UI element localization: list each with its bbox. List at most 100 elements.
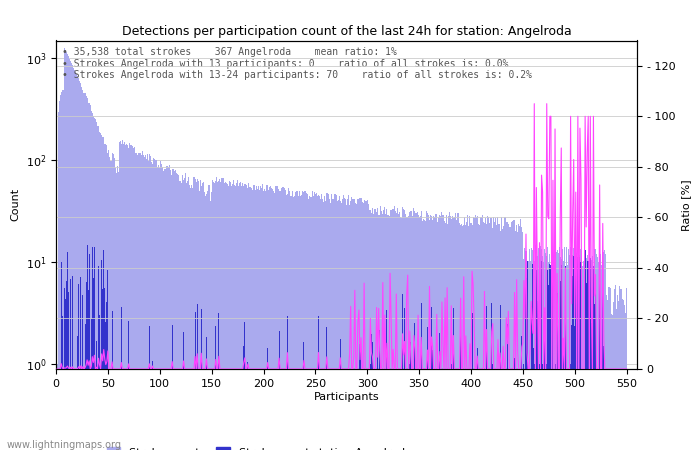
Stroke ratio station Angelroda	[530, 101, 538, 106]
Bar	[575, 254, 576, 450]
Bar	[514, 220, 515, 450]
Bar	[548, 285, 550, 450]
Bar	[517, 232, 518, 450]
Bar	[245, 184, 246, 450]
Bar	[67, 252, 68, 450]
Line: Stroke ratio station Angelroda: Stroke ratio station Angelroda	[57, 104, 627, 369]
Bar	[277, 189, 279, 450]
Bar	[111, 310, 113, 450]
Bar	[272, 189, 274, 450]
Bar	[536, 270, 537, 450]
Bar	[312, 191, 313, 450]
Bar	[423, 219, 424, 450]
Bar	[580, 262, 582, 450]
Bar	[454, 217, 455, 450]
Bar	[135, 153, 136, 450]
Bar	[92, 247, 93, 450]
Bar	[572, 276, 573, 450]
Bar	[594, 249, 595, 450]
Bar	[60, 95, 61, 450]
Bar	[92, 113, 93, 450]
Bar	[514, 358, 515, 450]
Bar	[79, 81, 81, 450]
Bar	[107, 153, 108, 450]
Bar	[294, 196, 295, 450]
Bar	[151, 162, 152, 450]
Bar	[99, 132, 100, 450]
Bar	[617, 295, 618, 450]
Bar	[524, 248, 526, 450]
Bar	[560, 281, 561, 450]
Bar	[526, 261, 528, 450]
Bar	[103, 137, 104, 450]
Bar	[596, 254, 597, 450]
Bar	[356, 204, 358, 450]
Bar	[111, 153, 113, 450]
Bar	[242, 183, 244, 450]
Bar	[507, 222, 508, 450]
Bar	[404, 210, 405, 450]
Bar	[68, 57, 69, 450]
Bar	[318, 195, 319, 450]
Bar	[542, 256, 543, 450]
Bar	[234, 185, 235, 450]
Bar	[62, 90, 63, 450]
Bar	[130, 145, 131, 450]
Bar	[531, 248, 532, 450]
Bar	[599, 266, 600, 450]
Bar	[96, 122, 97, 450]
Bar	[382, 214, 384, 450]
Bar	[239, 183, 240, 450]
Bar	[67, 54, 68, 450]
Bar	[490, 218, 491, 450]
Bar	[530, 261, 531, 450]
Bar	[563, 261, 564, 450]
Bar	[98, 126, 99, 450]
Bar	[602, 250, 603, 450]
Bar	[436, 214, 438, 450]
Bar	[547, 270, 548, 450]
Bar	[316, 193, 317, 450]
Bar	[590, 258, 591, 450]
Bar	[528, 249, 530, 450]
Bar	[425, 220, 426, 450]
Bar	[370, 210, 371, 450]
Bar	[175, 170, 176, 450]
Bar	[208, 185, 209, 450]
Bar	[240, 182, 241, 450]
Bar	[400, 217, 401, 450]
Bar	[432, 351, 433, 450]
Bar	[285, 190, 286, 450]
Bar	[321, 194, 322, 450]
Bar	[187, 181, 188, 450]
Bar	[247, 362, 248, 450]
Stroke ratio station Angelroda	[272, 366, 280, 372]
Bar	[507, 324, 508, 450]
Bar	[565, 266, 566, 450]
Bar	[561, 265, 562, 450]
Bar	[614, 289, 615, 450]
Bar	[101, 260, 102, 450]
Bar	[61, 92, 62, 450]
Bar	[195, 182, 197, 450]
Bar	[193, 177, 195, 450]
Bar	[201, 309, 202, 450]
Bar	[88, 104, 89, 450]
Bar	[522, 232, 524, 450]
Bar	[163, 171, 164, 450]
Bar	[322, 199, 323, 450]
Bar	[125, 145, 126, 450]
Bar	[494, 222, 496, 450]
Bar	[460, 306, 461, 450]
Bar	[601, 265, 602, 450]
Bar	[377, 344, 378, 450]
Bar	[587, 255, 588, 450]
X-axis label: Participants: Participants	[314, 392, 379, 401]
Bar	[259, 189, 260, 450]
Bar	[68, 292, 69, 450]
Bar	[430, 216, 431, 450]
Bar	[238, 186, 239, 450]
Bar	[480, 217, 481, 450]
Bar	[141, 151, 143, 450]
Bar	[127, 145, 128, 450]
